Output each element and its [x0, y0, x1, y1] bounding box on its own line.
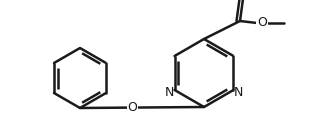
Text: O: O [257, 17, 267, 30]
Text: N: N [234, 87, 243, 99]
Text: O: O [127, 101, 137, 114]
Text: N: N [165, 87, 174, 99]
Text: O: O [238, 0, 248, 1]
